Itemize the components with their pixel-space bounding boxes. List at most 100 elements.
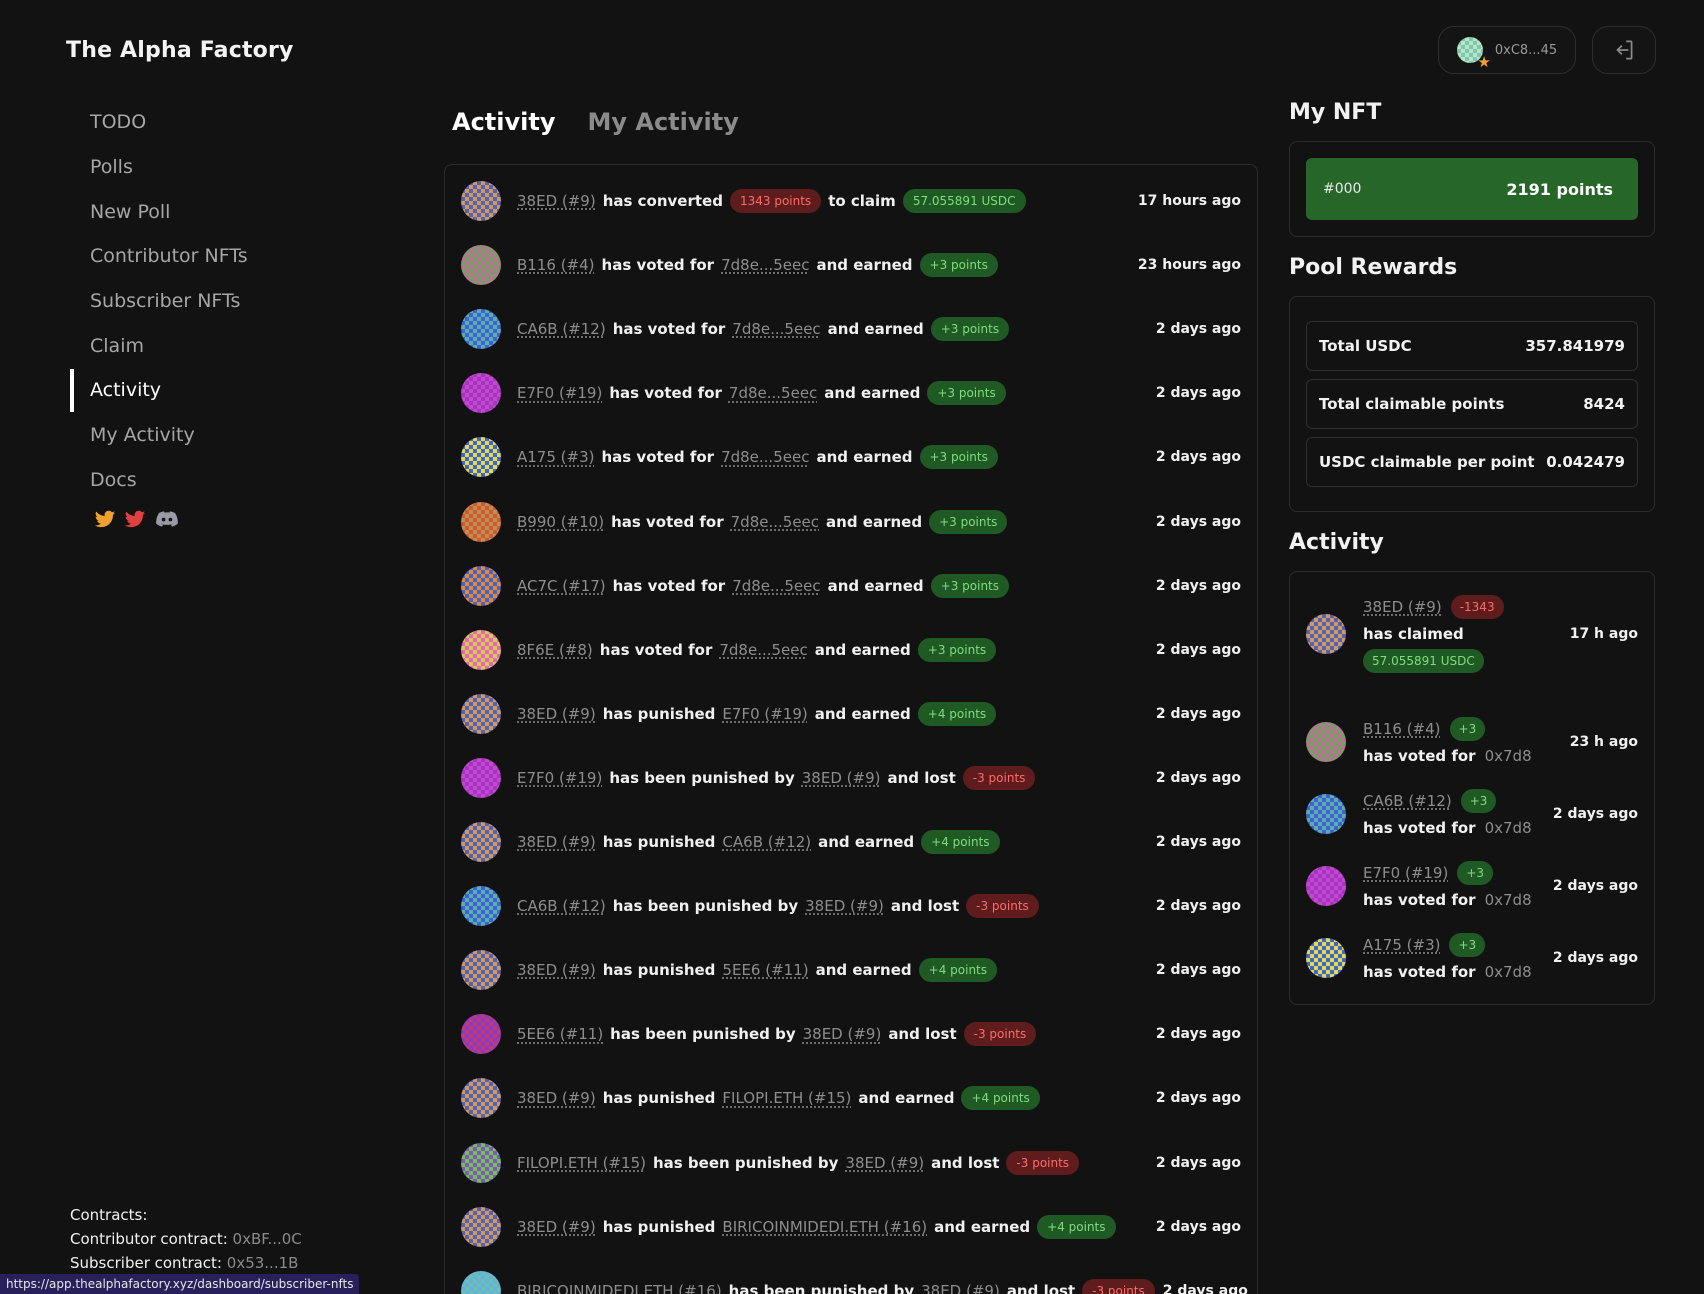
feed-time: 2 days ago: [1155, 769, 1241, 786]
discord-icon[interactable]: [154, 510, 180, 534]
poll-address[interactable]: 0x7d8: [1484, 962, 1532, 981]
feed-row: 38ED (#9) has punished BIRICOINMIDEDI.ETH …: [461, 1205, 1241, 1249]
avatar[interactable]: [1306, 722, 1346, 762]
nft-link[interactable]: 38ED (#9): [517, 704, 596, 723]
poll-address[interactable]: 0x7d8: [1484, 818, 1532, 837]
nft-link[interactable]: A175 (#3): [1363, 935, 1441, 954]
sidebar-item-new-poll[interactable]: New Poll: [90, 200, 171, 223]
sidebar-item-polls[interactable]: Polls: [90, 156, 133, 179]
nft-link[interactable]: 7d8e...5eec: [730, 512, 820, 531]
right-panel: My NFT #000 2191 points Pool Rewards Tot…: [1289, 100, 1655, 1005]
nft-link[interactable]: B116 (#4): [517, 256, 595, 275]
nft-link[interactable]: CA6B (#12): [1363, 791, 1452, 810]
nft-link[interactable]: CA6B (#12): [722, 833, 812, 851]
nft-link[interactable]: 38ED (#9): [517, 1089, 596, 1108]
avatar[interactable]: [461, 950, 501, 991]
avatar[interactable]: [461, 1078, 501, 1119]
nft-link[interactable]: B116 (#4): [1363, 719, 1441, 738]
avatar[interactable]: [461, 565, 501, 606]
poll-address[interactable]: 0x7d8: [1484, 890, 1532, 909]
nft-link[interactable]: E7F0 (#19): [722, 704, 808, 723]
sidebar-item-todo[interactable]: TODO: [90, 111, 147, 134]
nft-link[interactable]: 7d8e...5eec: [732, 576, 821, 595]
sidebar-item-subscriber-nfts[interactable]: Subscriber NFTs: [90, 290, 241, 313]
nft-link[interactable]: CA6B (#12): [517, 897, 606, 916]
subscriber-contract-value[interactable]: 0x53...1B: [226, 1254, 299, 1272]
nft-link[interactable]: 7d8e...5eec: [719, 640, 808, 659]
avatar[interactable]: [461, 757, 501, 798]
nft-link[interactable]: 38ED (#9): [517, 192, 596, 210]
nft-link[interactable]: 7d8e...5eec: [721, 448, 810, 467]
avatar[interactable]: [461, 181, 501, 221]
avatar[interactable]: [461, 629, 501, 670]
nft-link[interactable]: 8F6E (#8): [517, 640, 593, 659]
nft-link[interactable]: FILOPI.ETH (#15): [517, 1153, 646, 1172]
nft-link[interactable]: 38ED (#9): [802, 1025, 882, 1044]
avatar[interactable]: [461, 1142, 501, 1183]
avatar[interactable]: [461, 501, 501, 542]
usdc-badge: 57.055891 USDC: [1363, 649, 1484, 673]
nft-link[interactable]: 38ED (#9): [517, 1217, 596, 1236]
feed-text: has punished: [602, 833, 716, 851]
feed-row: 38ED (#9) has punished E7F0 (#19) and earne…: [461, 692, 1241, 736]
avatar[interactable]: [461, 245, 501, 286]
avatar[interactable]: [461, 1014, 501, 1055]
nft-link[interactable]: A175 (#3): [517, 448, 595, 467]
nft-link[interactable]: 7d8e...5eec: [721, 256, 810, 275]
nft-link[interactable]: 38ED (#9): [921, 1281, 1000, 1294]
feed-text: and earned: [816, 448, 913, 467]
feed-text: and lost: [888, 1025, 957, 1044]
avatar[interactable]: [461, 822, 501, 862]
feed-row: 5EE6 (#11) has been punished by 38ED (#9) a…: [461, 1012, 1241, 1056]
nft-link[interactable]: E7F0 (#19): [1363, 863, 1449, 882]
sidebar-item-claim[interactable]: Claim: [90, 334, 144, 357]
nft-link[interactable]: 38ED (#9): [805, 897, 884, 916]
avatar[interactable]: [461, 886, 501, 927]
sidebar-item-docs[interactable]: Docs: [90, 468, 137, 491]
sidebar-item-contributor-nfts[interactable]: Contributor NFTs: [90, 245, 248, 268]
nft-link[interactable]: 38ED (#9): [845, 1153, 925, 1172]
nft-link[interactable]: 38ED (#9): [801, 768, 881, 787]
nft-link[interactable]: CA6B (#12): [517, 320, 606, 339]
sidebar-item-my-activity[interactable]: My Activity: [90, 424, 195, 447]
nft-link[interactable]: 38ED (#9): [517, 833, 596, 851]
contributor-contract-value[interactable]: 0xBF...0C: [232, 1230, 302, 1248]
tab-my-activity[interactable]: My Activity: [587, 108, 739, 136]
nft-link[interactable]: E7F0 (#19): [517, 384, 603, 403]
avatar[interactable]: [1306, 938, 1346, 978]
feed-text: and earned: [818, 833, 915, 851]
nft-link[interactable]: 7d8e...5eec: [728, 384, 818, 403]
sidebar-item-activity[interactable]: Activity: [70, 368, 330, 413]
avatar[interactable]: [461, 309, 501, 350]
twitter-icon[interactable]: [124, 510, 146, 534]
nft-link[interactable]: B990 (#10): [517, 512, 605, 531]
nft-link[interactable]: 7d8e...5eec: [732, 320, 821, 339]
points-badge: -3 points: [1082, 1278, 1155, 1294]
avatar[interactable]: [461, 373, 501, 414]
app-brand[interactable]: The Alpha Factory: [66, 38, 294, 63]
nft-link[interactable]: 38ED (#9): [1363, 598, 1442, 616]
twitter-icon[interactable]: [94, 510, 116, 534]
avatar[interactable]: [1306, 614, 1346, 654]
nft-link[interactable]: 38ED (#9): [517, 961, 596, 980]
avatar[interactable]: [461, 1270, 501, 1294]
nft-link[interactable]: 5EE6 (#11): [722, 961, 809, 980]
tab-activity[interactable]: Activity: [452, 108, 556, 136]
nft-link[interactable]: AC7C (#17): [517, 576, 606, 595]
nft-link[interactable]: 5EE6 (#11): [517, 1025, 604, 1044]
nft-link[interactable]: E7F0 (#19): [517, 768, 603, 787]
wallet-button[interactable]: ★ 0xC8...45: [1438, 26, 1576, 74]
my-nft-item[interactable]: #000 2191 points: [1306, 158, 1638, 220]
feed-time: 2 days ago: [1155, 705, 1241, 722]
poll-address[interactable]: 0x7d8: [1484, 746, 1532, 765]
nft-link[interactable]: FILOPI.ETH (#15): [722, 1089, 852, 1108]
avatar[interactable]: [1306, 866, 1346, 906]
avatar[interactable]: [461, 1206, 501, 1247]
avatar[interactable]: [1306, 794, 1346, 834]
logout-button[interactable]: [1592, 26, 1656, 74]
nft-link[interactable]: BIRICOINMIDEDI.ETH (#16): [517, 1281, 722, 1294]
nft-link[interactable]: BIRICOINMIDEDI.ETH (#16): [722, 1217, 928, 1236]
avatar[interactable]: [461, 693, 501, 734]
pool-row: Total claimable points 8424: [1306, 379, 1638, 429]
avatar[interactable]: [461, 437, 501, 478]
